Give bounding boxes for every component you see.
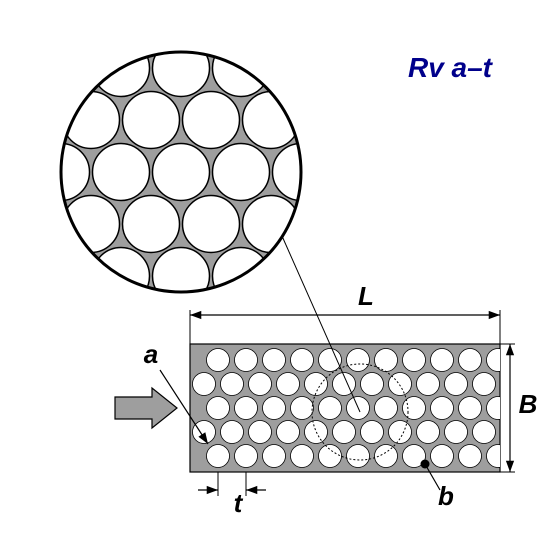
hole bbox=[445, 373, 468, 396]
hole bbox=[305, 373, 328, 396]
hole bbox=[459, 349, 482, 372]
hole bbox=[221, 421, 244, 444]
hole bbox=[473, 373, 496, 396]
hole bbox=[417, 421, 440, 444]
hole bbox=[319, 349, 342, 372]
hole bbox=[235, 397, 258, 420]
hole bbox=[431, 445, 454, 468]
hole bbox=[389, 421, 412, 444]
hole bbox=[319, 397, 342, 420]
hole bbox=[263, 397, 286, 420]
hole bbox=[305, 421, 328, 444]
hole bbox=[291, 349, 314, 372]
hole bbox=[221, 373, 244, 396]
hole bbox=[207, 349, 230, 372]
title-label: Rv a–t bbox=[408, 52, 494, 83]
hole bbox=[459, 397, 482, 420]
hole bbox=[431, 349, 454, 372]
hole bbox=[291, 445, 314, 468]
hole bbox=[417, 373, 440, 396]
hole bbox=[235, 445, 258, 468]
hole bbox=[459, 445, 482, 468]
hole bbox=[333, 421, 356, 444]
hole bbox=[361, 421, 384, 444]
hole bbox=[263, 349, 286, 372]
hole bbox=[431, 397, 454, 420]
hole bbox=[375, 349, 398, 372]
label-t: t bbox=[234, 488, 244, 518]
hole bbox=[193, 373, 216, 396]
hole bbox=[249, 373, 272, 396]
label-b: b bbox=[438, 481, 454, 511]
hole bbox=[361, 373, 384, 396]
hole bbox=[207, 397, 230, 420]
label-L: L bbox=[358, 281, 374, 311]
hole bbox=[249, 421, 272, 444]
hole bbox=[347, 445, 370, 468]
label-B: B bbox=[519, 389, 538, 419]
hole bbox=[403, 349, 426, 372]
hole bbox=[291, 397, 314, 420]
hole bbox=[347, 349, 370, 372]
detail-dot bbox=[421, 460, 430, 469]
hole bbox=[319, 445, 342, 468]
holes-group bbox=[193, 349, 510, 468]
hole bbox=[375, 397, 398, 420]
hole bbox=[235, 349, 258, 372]
hole bbox=[277, 373, 300, 396]
hole bbox=[277, 421, 300, 444]
label-a: a bbox=[144, 339, 158, 369]
hole bbox=[473, 421, 496, 444]
hole bbox=[445, 421, 468, 444]
hole bbox=[207, 445, 230, 468]
hole bbox=[263, 445, 286, 468]
